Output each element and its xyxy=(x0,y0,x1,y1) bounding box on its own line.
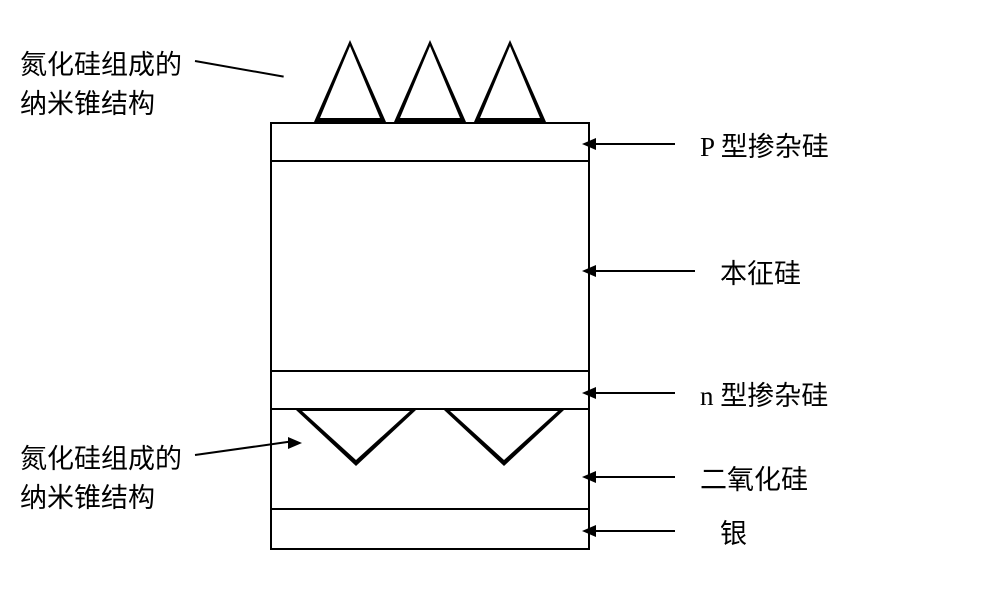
label-line: 氮化硅组成的 xyxy=(20,444,182,474)
label-line: 纳米锥结构 xyxy=(20,89,155,119)
layer-silver xyxy=(272,510,588,548)
cross-section-diagram xyxy=(270,40,590,580)
layer-intrinsic-si xyxy=(272,162,588,372)
label-p-doped: P 型掺杂硅 xyxy=(700,128,829,167)
nanocone-down-icon xyxy=(296,410,416,466)
arrow-line xyxy=(595,476,675,478)
arrow-line xyxy=(595,270,695,272)
top-nanocone-row xyxy=(300,40,560,122)
nanocone-icon xyxy=(474,40,546,122)
arrow-head-icon xyxy=(288,437,302,449)
nanocone-icon xyxy=(394,40,466,122)
arrow-head-icon xyxy=(582,138,596,150)
layer-p-doped-si xyxy=(272,124,588,162)
label-intrinsic: 本征硅 xyxy=(720,255,801,294)
arrow-head-icon xyxy=(582,387,596,399)
label-sio2: 二氧化硅 xyxy=(700,461,808,500)
arrow-line xyxy=(595,392,675,394)
layer-stack xyxy=(270,122,590,550)
layer-sio2 xyxy=(272,410,588,510)
arrow-head-icon xyxy=(582,265,596,277)
label-top-nanocone: 氮化硅组成的 纳米锥结构 xyxy=(20,46,182,124)
label-line: 氮化硅组成的 xyxy=(20,50,182,80)
label-ag: 银 xyxy=(720,515,747,554)
bottom-nanocone-row xyxy=(282,410,578,466)
label-bottom-nanocone: 氮化硅组成的 纳米锥结构 xyxy=(20,440,182,518)
nanocone-down-icon xyxy=(444,410,564,466)
arrow-head-icon xyxy=(582,471,596,483)
nanocone-icon xyxy=(314,40,386,122)
arrow-line xyxy=(595,143,675,145)
layer-n-doped-si xyxy=(272,372,588,410)
label-line: 纳米锥结构 xyxy=(20,483,155,513)
label-n-doped: n 型掺杂硅 xyxy=(700,377,828,416)
arrow-line xyxy=(595,530,675,532)
arrow-head-icon xyxy=(582,525,596,537)
